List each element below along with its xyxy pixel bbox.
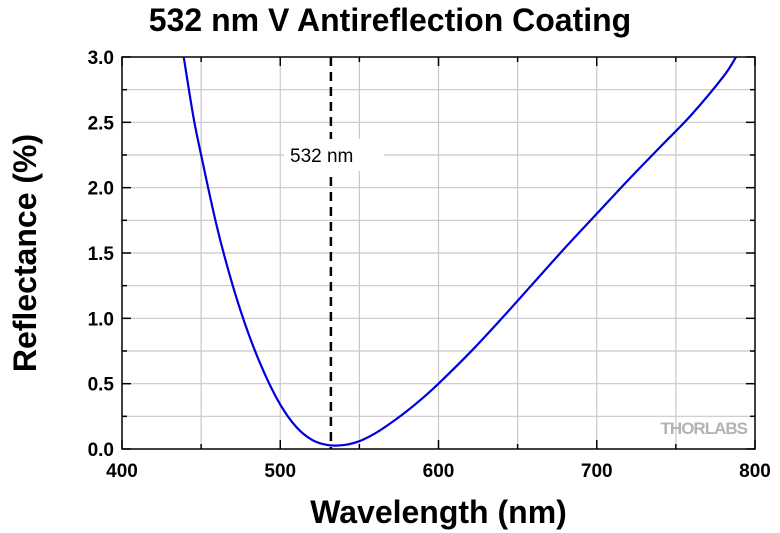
annotation-background xyxy=(284,139,384,171)
x-tick-label: 500 xyxy=(264,461,296,482)
y-tick-label: 1.5 xyxy=(88,244,115,265)
y-tick-labels: 0.0 0.5 1.0 1.5 2.0 2.5 3.0 xyxy=(88,48,115,461)
x-tick-label: 400 xyxy=(106,461,138,482)
plot-frame xyxy=(121,56,756,450)
y-axis-title: Reflectance (%) xyxy=(7,134,43,372)
y-tick-label: 0.0 xyxy=(88,440,114,461)
chart-title: 532 nm V Antireflection Coating xyxy=(148,2,632,38)
y-tick-label: 2.0 xyxy=(88,179,114,200)
x-tick-label: 700 xyxy=(581,461,613,482)
x-axis-title: Wavelength (nm) xyxy=(310,494,567,530)
x-tick-label: 600 xyxy=(423,461,455,482)
y-tick-label: 3.0 xyxy=(88,48,114,69)
thorlabs-watermark: THORLABS xyxy=(661,419,748,438)
x-tick-label: 800 xyxy=(739,461,771,482)
reflectance-curve xyxy=(182,56,737,447)
x-tick-labels: 400 500 600 700 800 xyxy=(106,461,771,482)
y-tick-label: 1.0 xyxy=(88,309,114,330)
y-tick-label: 2.5 xyxy=(88,113,115,134)
y-tick-label: 0.5 xyxy=(88,375,115,396)
wavelength-annotation: 532 nm xyxy=(290,146,353,167)
grid-lines xyxy=(122,57,755,449)
